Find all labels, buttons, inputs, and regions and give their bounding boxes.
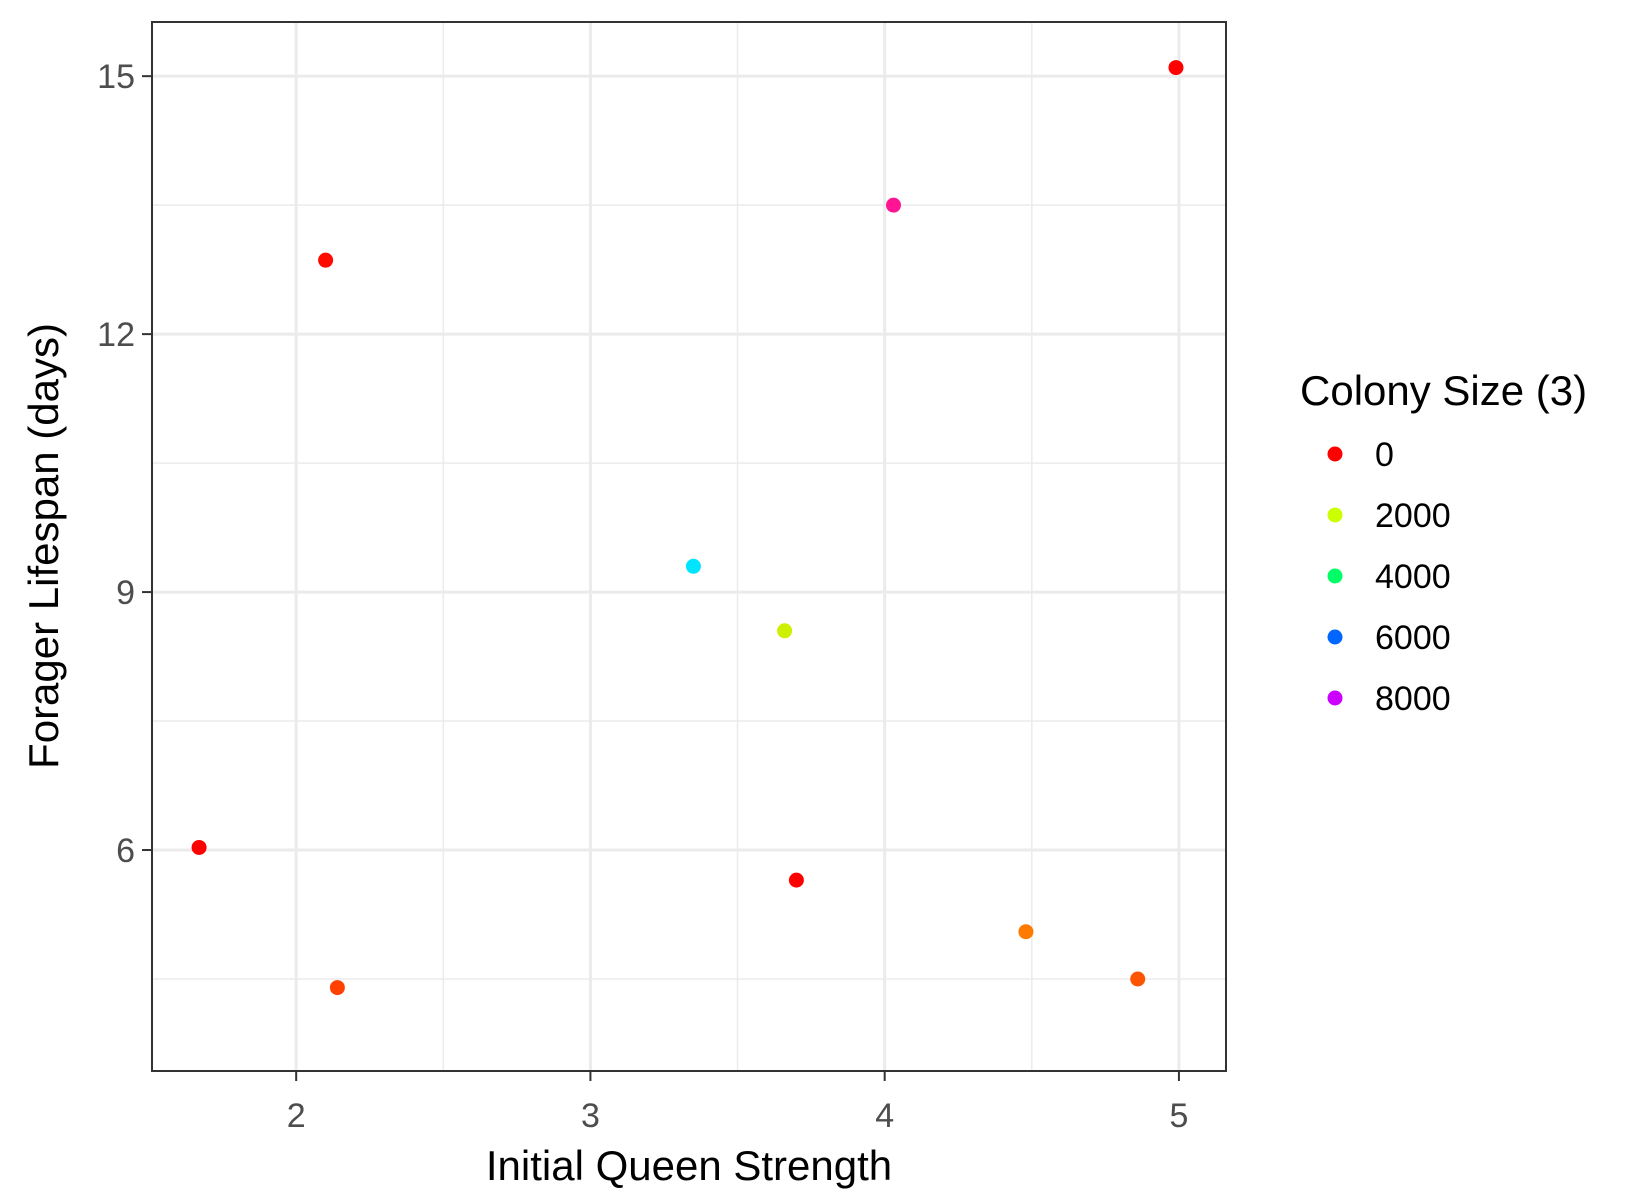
panel-border	[151, 21, 1227, 1072]
data-point	[1018, 924, 1034, 940]
legend-key	[1327, 568, 1343, 584]
data-point	[1168, 60, 1184, 76]
x-axis-ticks: 2 3 4 5	[287, 1071, 1188, 1135]
data-points	[191, 60, 1184, 996]
x-tick-label: 2	[287, 1097, 306, 1135]
x-tick-label: 5	[1169, 1097, 1188, 1135]
legend-title: Colony Size (3)	[1300, 367, 1587, 414]
data-point	[777, 623, 793, 639]
x-tick-label: 3	[581, 1097, 600, 1135]
legend-label: 2000	[1375, 497, 1451, 535]
data-point	[318, 252, 334, 268]
y-axis-title: Forager Lifespan (days)	[20, 323, 67, 769]
legend-items: 0 2000 4000 6000 8000	[1327, 436, 1451, 718]
legend-label: 6000	[1375, 619, 1451, 657]
x-tick-label: 4	[875, 1097, 894, 1135]
legend-key	[1327, 690, 1343, 706]
y-tick-label: 12	[97, 316, 135, 354]
x-axis-title: Initial Queen Strength	[486, 1142, 892, 1189]
y-tick-label: 15	[97, 58, 135, 96]
legend-key	[1327, 446, 1343, 462]
legend-label: 8000	[1375, 680, 1451, 718]
legend-label: 4000	[1375, 558, 1451, 596]
grid-lines	[152, 22, 1226, 1071]
y-tick-label: 9	[116, 574, 135, 612]
legend-label: 0	[1375, 436, 1394, 474]
data-point	[886, 197, 902, 213]
legend: Colony Size (3) 0 2000 4000 6000 8000	[1300, 367, 1587, 718]
data-point	[1130, 971, 1146, 987]
data-point	[788, 872, 804, 888]
legend-key	[1327, 629, 1343, 645]
legend-key	[1327, 507, 1343, 523]
y-axis-ticks: 6 9 12 15	[97, 58, 152, 870]
data-point	[191, 839, 207, 855]
data-point	[685, 558, 701, 574]
panel-background	[152, 22, 1226, 1071]
data-point	[329, 980, 345, 996]
y-tick-label: 6	[116, 832, 135, 870]
